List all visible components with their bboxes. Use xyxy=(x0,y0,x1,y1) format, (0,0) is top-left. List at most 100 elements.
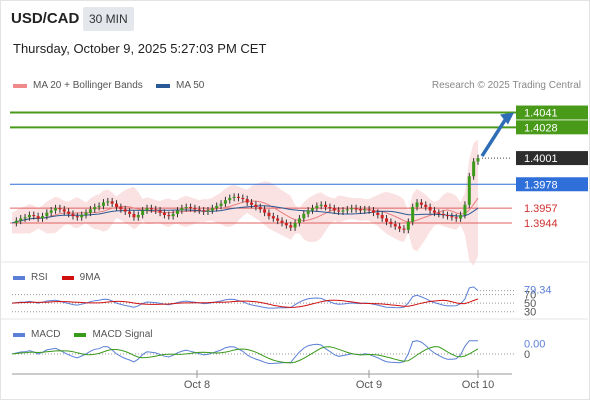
candle-body xyxy=(311,208,315,211)
rsi-label: RSI xyxy=(31,272,48,283)
candle-body xyxy=(32,215,36,217)
candle-body xyxy=(171,213,175,217)
rsi-ma-line xyxy=(11,298,479,308)
candle-body xyxy=(219,203,223,206)
x-tick-label: Oct 8 xyxy=(184,379,210,391)
candle-body xyxy=(49,210,53,213)
legend-ma50-label: MA 50 xyxy=(176,80,205,91)
candle-body xyxy=(40,216,44,219)
macd-label: MACD xyxy=(31,329,61,340)
candle-body xyxy=(402,228,406,230)
candle-body xyxy=(419,202,423,205)
candle-body xyxy=(62,209,66,212)
candle-body xyxy=(472,161,476,177)
candle-body xyxy=(428,207,432,211)
candle-body xyxy=(154,209,158,211)
macd-line xyxy=(11,340,478,365)
candle-body xyxy=(101,202,105,206)
candle-body xyxy=(223,200,227,204)
candle-body xyxy=(180,208,184,211)
macd-legend: MACD MACD Signal xyxy=(13,329,152,340)
candle-body xyxy=(446,215,450,217)
candle-body xyxy=(175,210,179,214)
candle-body xyxy=(19,218,23,221)
candle-body xyxy=(406,221,410,230)
support-label: 1.3944 xyxy=(524,218,558,230)
candle-body xyxy=(363,209,367,211)
candle-body xyxy=(328,207,332,209)
candle-body xyxy=(202,210,206,212)
forecast-arrow-shaft xyxy=(480,117,508,158)
candle-body xyxy=(289,225,293,228)
candle-body xyxy=(145,208,149,211)
candle-body xyxy=(80,215,84,218)
candle-body xyxy=(23,217,27,219)
candle-body xyxy=(132,213,136,218)
ma50-line xyxy=(11,205,479,224)
candle-body xyxy=(71,213,75,217)
candle-body xyxy=(450,216,454,218)
macd-signal-line xyxy=(11,346,479,364)
candle-body xyxy=(476,158,480,162)
candle-body xyxy=(84,212,88,216)
candle-body xyxy=(162,212,166,216)
candle-body xyxy=(215,205,219,209)
candle-body xyxy=(75,216,79,218)
candle-body xyxy=(36,216,40,219)
candle-body xyxy=(341,210,345,212)
candle-body xyxy=(263,209,267,213)
candle-body xyxy=(97,205,101,208)
candle-body xyxy=(367,209,371,211)
candle-body xyxy=(184,207,188,209)
candle-body xyxy=(193,208,197,210)
candle-body xyxy=(306,210,310,214)
candle-body xyxy=(376,212,380,216)
candle-body xyxy=(332,208,336,211)
candle-body xyxy=(197,209,201,211)
candle-body xyxy=(293,222,297,228)
candle-body xyxy=(141,210,145,216)
candle-body xyxy=(245,199,249,203)
forecast-arrow-head xyxy=(500,112,514,125)
timeframe-badge[interactable]: 30 MIN xyxy=(83,7,134,31)
candle-body xyxy=(350,208,354,210)
symbol-title: USD/CAD xyxy=(11,10,80,27)
candle-body xyxy=(158,210,162,213)
rsi-legend: RSI 9MA xyxy=(13,272,100,283)
candle-body xyxy=(393,224,397,227)
candle-body xyxy=(467,176,471,205)
candle-body xyxy=(119,207,123,210)
candle-body xyxy=(454,217,458,219)
ma20-swatch xyxy=(13,83,27,88)
candle-body xyxy=(106,201,110,203)
x-tick-label: Oct 9 xyxy=(356,379,382,391)
rsi-ma-label: 9MA xyxy=(79,272,101,283)
macd-signal-swatch xyxy=(74,332,87,337)
rsi-ref-label: 30 xyxy=(524,307,536,319)
candle-body xyxy=(267,212,271,217)
candle-body xyxy=(324,204,328,208)
rsi-line xyxy=(11,286,479,309)
macd-swatch xyxy=(13,332,25,337)
legend-ma20-label: MA 20 + Bollinger Bands xyxy=(33,80,143,91)
candle-body xyxy=(432,210,436,213)
legend-ma50: MA 50 xyxy=(156,80,204,91)
last-price-label-box xyxy=(516,151,588,166)
candle-body xyxy=(297,218,301,223)
candle-body xyxy=(115,203,119,208)
ma50-swatch xyxy=(156,83,170,88)
candle-body xyxy=(232,196,236,198)
candle-body xyxy=(319,204,323,206)
candle-body xyxy=(136,215,140,218)
candle-body xyxy=(337,210,341,212)
candle-body xyxy=(459,215,463,219)
candle-body xyxy=(437,212,441,214)
candle-body xyxy=(45,212,49,217)
candle-body xyxy=(123,209,127,212)
candle-body xyxy=(54,208,58,211)
candle-body xyxy=(354,208,358,210)
candle-body xyxy=(27,215,31,218)
support-label: 1.3957 xyxy=(524,203,558,215)
resistance-label: 1.4028 xyxy=(524,122,558,134)
candle-body xyxy=(415,202,419,208)
